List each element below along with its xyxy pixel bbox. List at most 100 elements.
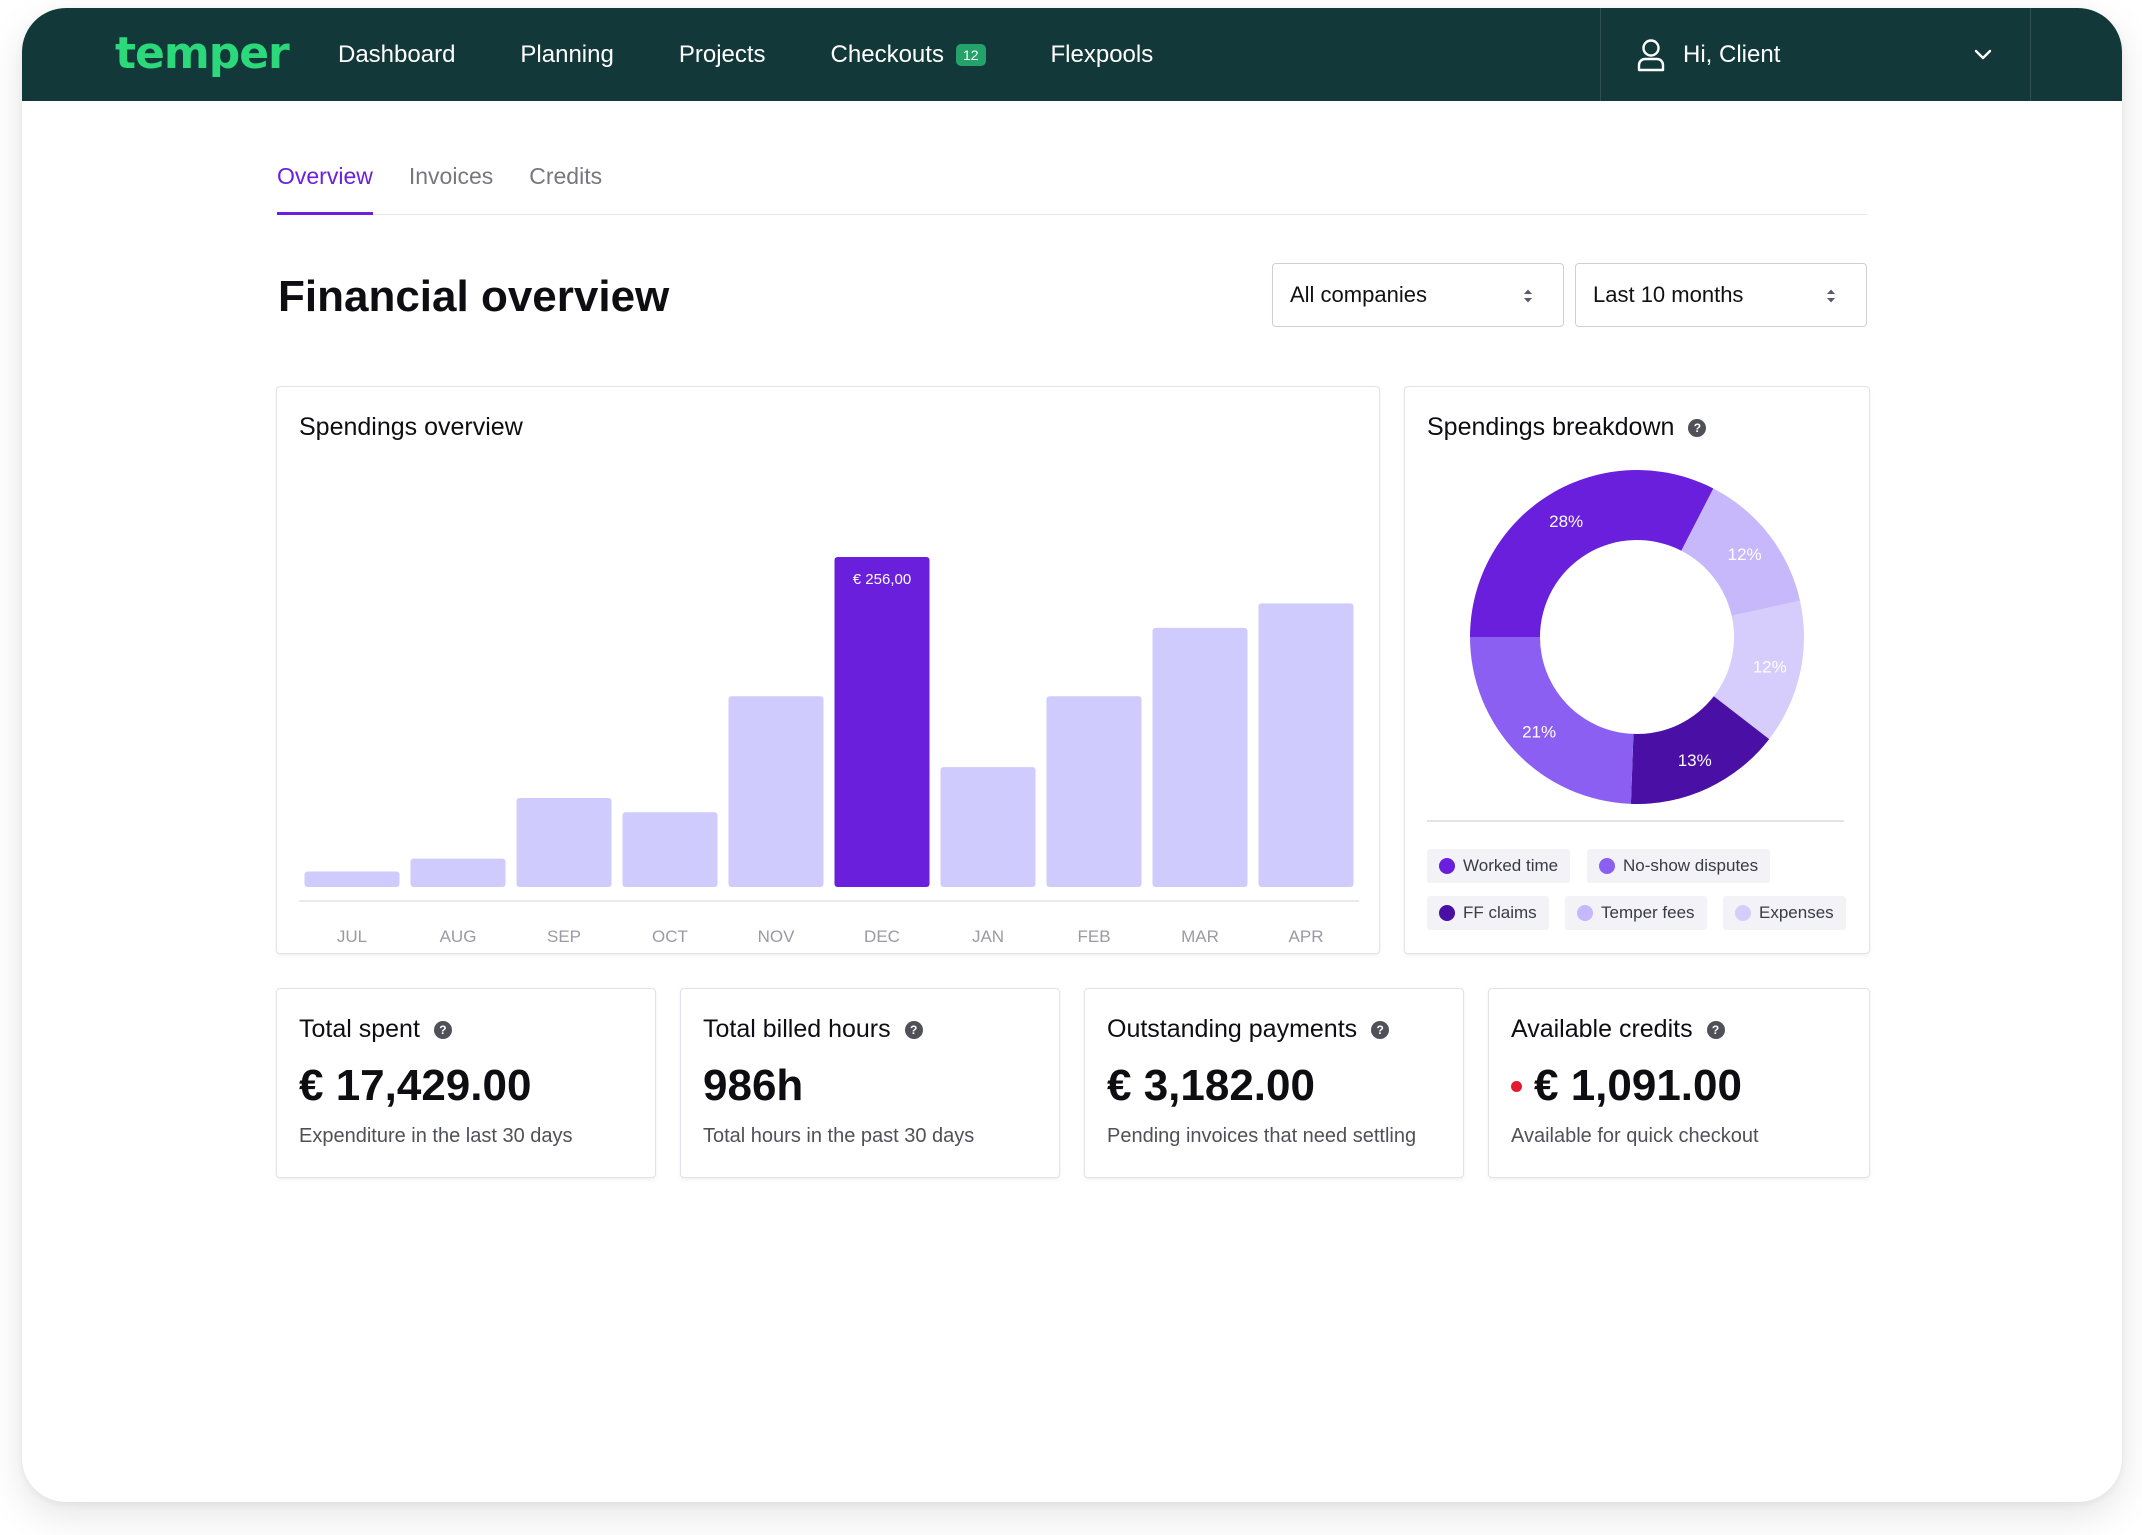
spendings-bar-chart: JUL AUG SEP OCT NOV DEC € 256,00 JAN FEB MAR APR <box>299 557 1359 946</box>
total-billed-hours-title-text: Total billed hours <box>703 1015 891 1043</box>
page-title: Financial overview <box>278 272 670 321</box>
bar-value-label: € 256,00 <box>853 571 911 588</box>
checkouts-count-badge: 12 <box>955 43 986 66</box>
x-tick-label: MAR <box>1181 927 1219 946</box>
top-navigation: temper Dashboard Planning Projects Check… <box>22 8 2122 101</box>
company-select[interactable]: All companies <box>1272 263 1564 327</box>
x-tick-label: DEC <box>864 927 900 946</box>
total-billed-hours-description: Total hours in the past 30 days <box>703 1125 975 1147</box>
nav-dashboard[interactable]: Dashboard <box>338 41 455 69</box>
total-billed-hours-amount: 986h <box>703 1061 804 1110</box>
x-tick-label: OCT <box>652 927 688 946</box>
bar-aug[interactable] <box>410 858 506 887</box>
nav-checkouts-label: Checkouts <box>830 40 944 68</box>
nav-projects[interactable]: Projects <box>679 41 766 69</box>
outstanding-payments-description: Pending invoices that need settling <box>1107 1125 1417 1147</box>
legend-item-ff-claims[interactable]: FF claims <box>1427 896 1549 930</box>
bar-apr[interactable] <box>1258 603 1354 887</box>
legend-label: FF claims <box>1463 903 1537 922</box>
bar-nov[interactable] <box>728 696 824 887</box>
sort-arrows-icon <box>1524 289 1532 303</box>
legend-dot-icon <box>1439 905 1455 921</box>
legend-item-no-show-disputes[interactable]: No-show disputes <box>1587 849 1771 883</box>
help-icon[interactable]: ? <box>1706 1020 1725 1039</box>
legend-label: Expenses <box>1759 903 1834 922</box>
bar-oct[interactable] <box>622 812 718 887</box>
chevron-down-icon[interactable] <box>1972 44 1994 66</box>
bar-jul[interactable] <box>304 871 400 887</box>
donut-slice-label: 12% <box>1728 545 1762 564</box>
outstanding-payments-value: € 3,182.00 <box>1107 1061 1315 1111</box>
legend-divider <box>1427 820 1844 822</box>
legend-dot-icon <box>1577 905 1593 921</box>
period-select[interactable]: Last 10 months <box>1575 263 1867 327</box>
help-icon[interactable]: ? <box>1371 1020 1390 1039</box>
bar-jan[interactable] <box>940 767 1036 887</box>
bar-sep[interactable] <box>516 798 612 887</box>
x-tick-label: APR <box>1289 927 1324 946</box>
donut-slice-expenses[interactable] <box>1713 600 1804 740</box>
nav-divider <box>2030 8 2031 101</box>
donut-slice-ff-claims[interactable] <box>1630 696 1770 804</box>
donut-slice-label: 13% <box>1678 751 1712 770</box>
total-spent-amount: € 17,429.00 <box>299 1061 532 1110</box>
total-billed-hours-title: Total billed hours ? <box>703 1015 923 1044</box>
user-greeting: Hi, Client <box>1683 40 1781 68</box>
legend-label: Temper fees <box>1601 903 1695 922</box>
tab-credits[interactable]: Credits <box>529 163 603 189</box>
tab-invoices[interactable]: Invoices <box>408 163 494 189</box>
donut-slice-temper-fees[interactable] <box>1681 488 1801 616</box>
x-tick-label: FEB <box>1077 927 1110 946</box>
donut-slice-worked-time[interactable] <box>1470 470 1714 637</box>
section-tabs: Overview Invoices Credits <box>277 163 1867 215</box>
help-icon[interactable]: ? <box>433 1020 452 1039</box>
outstanding-payments-title: Outstanding payments ? <box>1107 1015 1390 1044</box>
legend-dot-icon <box>1599 858 1615 874</box>
nav-planning[interactable]: Planning <box>520 41 613 69</box>
available-credits-title-text: Available credits <box>1511 1015 1693 1043</box>
outstanding-payments-card: Outstanding payments ? € 3,182.00 Pendin… <box>1084 988 1464 1178</box>
x-tick-label: NOV <box>758 927 796 946</box>
available-credits-amount: € 1,091.00 <box>1534 1061 1742 1110</box>
sort-arrows-icon <box>1827 289 1835 303</box>
legend-item-worked-time[interactable]: Worked time <box>1427 849 1571 883</box>
donut-slice-label: 12% <box>1753 658 1787 677</box>
outstanding-payments-title-text: Outstanding payments <box>1107 1015 1358 1043</box>
x-tick-label: SEP <box>547 927 581 946</box>
spendings-overview-card: Spendings overview JUL AUG SEP OCT NOV DEC € 2… <box>276 386 1380 954</box>
spendings-breakdown-title-text: Spendings breakdown <box>1427 413 1675 441</box>
available-credits-value: € 1,091.00 <box>1511 1061 1742 1111</box>
x-tick-label: AUG <box>440 927 477 946</box>
legend-item-expenses[interactable]: Expenses <box>1723 896 1846 930</box>
tab-overview[interactable]: Overview <box>277 163 373 215</box>
available-credits-card: Available credits ? € 1,091.00 Available… <box>1488 988 1870 1178</box>
bar-feb[interactable] <box>1046 696 1142 887</box>
spendings-breakdown-card: Spendings breakdown ? 28% 12% 12% 13% 21% Wo… <box>1404 386 1870 954</box>
x-tick-label: JAN <box>972 927 1004 946</box>
legend-label: Worked time <box>1463 856 1559 875</box>
legend-label: No-show disputes <box>1623 856 1759 875</box>
nav-flexpools-label: Flexpools <box>1050 40 1154 68</box>
spendings-overview-title: Spendings overview <box>299 413 523 441</box>
donut-slice-no-show-disputes[interactable] <box>1470 637 1634 804</box>
total-spent-value: € 17,429.00 <box>299 1061 531 1111</box>
nav-planning-label: Planning <box>520 40 614 68</box>
outstanding-payments-amount: € 3,182.00 <box>1107 1061 1315 1110</box>
bar-mar[interactable] <box>1152 627 1248 887</box>
legend-dot-icon <box>1735 905 1751 921</box>
available-credits-title: Available credits ? <box>1511 1015 1725 1044</box>
nav-checkouts[interactable]: Checkouts 12 <box>831 41 986 69</box>
nav-projects-label: Projects <box>678 40 766 68</box>
donut-slice-label: 28% <box>1549 512 1583 531</box>
help-icon[interactable]: ? <box>904 1020 923 1039</box>
total-billed-hours-card: Total billed hours ? 986h Total hours in… <box>680 988 1060 1178</box>
help-icon[interactable]: ? <box>1688 418 1707 437</box>
nav-dashboard-label: Dashboard <box>338 40 456 68</box>
temper-logo[interactable]: temper <box>115 28 290 79</box>
nav-flexpools[interactable]: Flexpools <box>1051 41 1154 69</box>
spendings-breakdown-title: Spendings breakdown ? <box>1427 413 1707 442</box>
alert-dot-icon <box>1511 1080 1522 1092</box>
bar-dec[interactable] <box>834 557 930 887</box>
legend-item-temper-fees[interactable]: Temper fees <box>1565 896 1707 930</box>
user-menu[interactable]: Hi, Client <box>1637 8 1780 101</box>
